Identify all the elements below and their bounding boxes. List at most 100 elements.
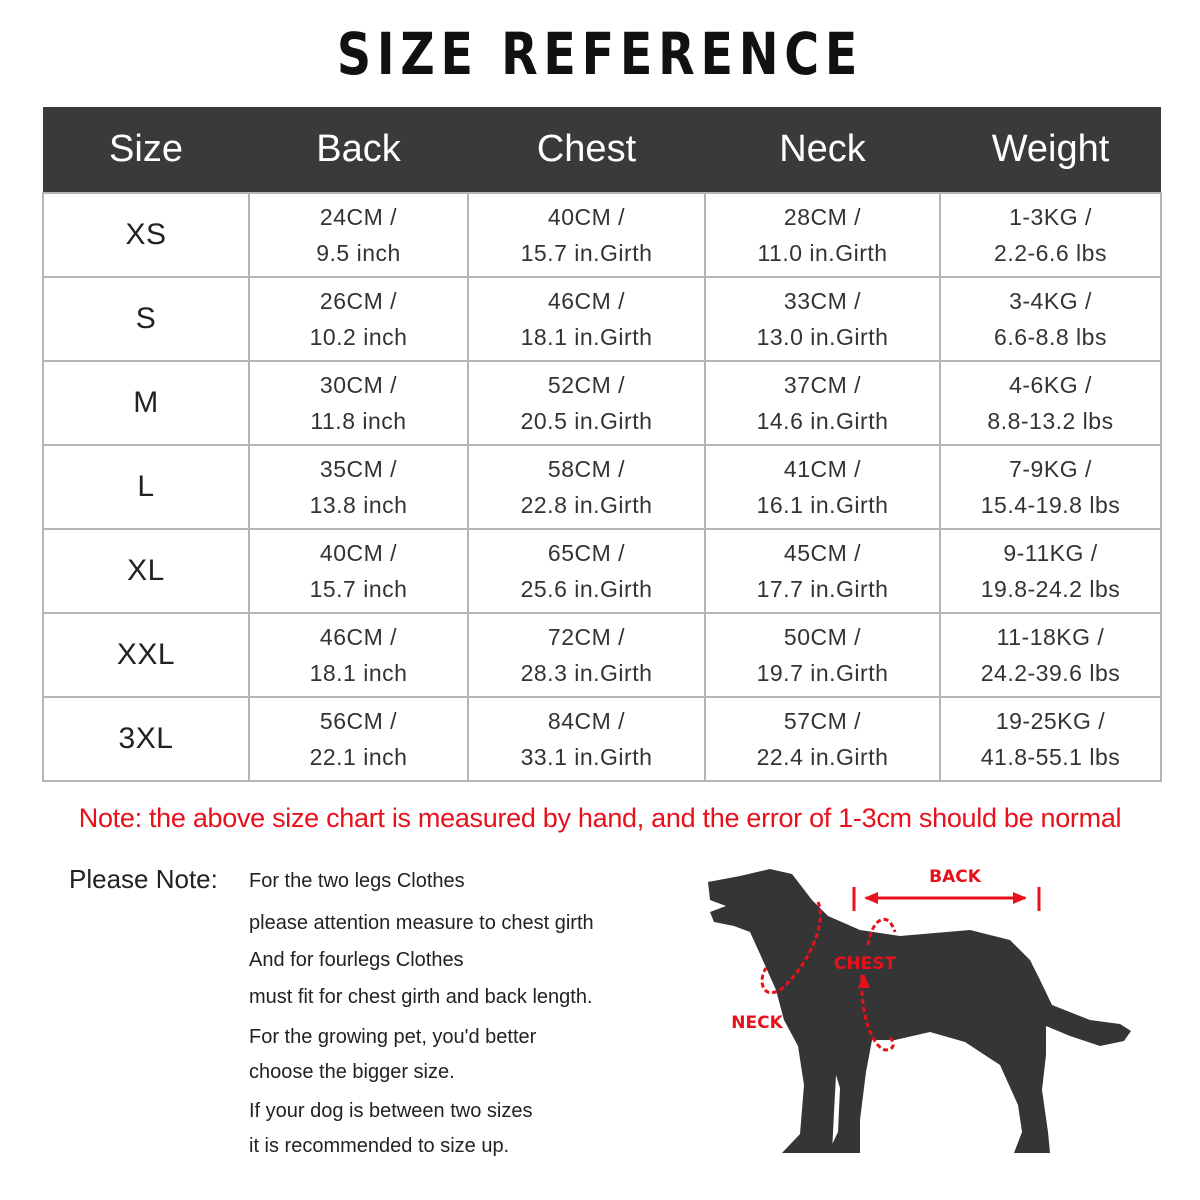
- weight-value-line: 19.8-24.2 lbs: [980, 576, 1121, 602]
- please-note-line: please attention measure to chest girth: [249, 912, 594, 934]
- neck-cell: 41CM / 16.1 in.Girth: [704, 444, 941, 530]
- please-note-line: it is recommended to size up.: [249, 1135, 510, 1157]
- dog-measurement-diagram: BACK CHEST NECK: [708, 867, 1131, 1153]
- weight-value-line: 7-9KG /: [1009, 456, 1092, 482]
- back-cell: 30CM / 11.8 inch: [248, 360, 469, 446]
- measurement-note: Note: the above size chart is measured b…: [78, 803, 1122, 833]
- chest-value-line: 15.7 in.Girth: [520, 240, 653, 266]
- size-table: Size Back Chest Neck Weight XS 24CM / 9.5 inch…: [42, 107, 1162, 782]
- please-note-label: Please Note:: [69, 864, 218, 894]
- chest-value-line: 65CM /: [547, 540, 626, 566]
- column-header-back: Back: [249, 107, 468, 193]
- weight-value-line: 3-4KG /: [1009, 288, 1092, 314]
- please-note-line: For the growing pet, you'd better: [249, 1026, 537, 1048]
- neck-value-line: 41CM /: [783, 456, 862, 482]
- chest-cell: 52CM / 20.5 in.Girth: [467, 360, 706, 446]
- please-note-line: If your dog is between two sizes: [249, 1100, 533, 1122]
- back-cell: 46CM / 18.1 inch: [248, 612, 469, 698]
- column-header-weight: Weight: [940, 107, 1161, 193]
- chest-value-line: 22.8 in.Girth: [520, 492, 653, 518]
- table-row: XXL 46CM / 18.1 inch 72CM / 28.3 in.Girth 50C…: [42, 612, 1162, 698]
- chest-value-line: 20.5 in.Girth: [520, 408, 653, 434]
- weight-cell: 4-6KG / 8.8-13.2 lbs: [939, 360, 1162, 446]
- neck-cell: 57CM / 22.4 in.Girth: [704, 696, 941, 782]
- table-header-row: Size Back Chest Neck Weight: [43, 107, 1161, 193]
- chest-value-line: 52CM /: [547, 372, 626, 398]
- dog-silhouette: [708, 869, 1131, 1153]
- neck-value-line: 57CM /: [783, 708, 862, 734]
- back-cell: 35CM / 13.8 inch: [248, 444, 469, 530]
- back-value-line: 46CM /: [319, 624, 398, 650]
- back-value-line: 30CM /: [319, 372, 398, 398]
- back-value-line: 18.1 inch: [309, 660, 408, 686]
- back-value-line: 35CM /: [319, 456, 398, 482]
- neck-value-line: 45CM /: [783, 540, 862, 566]
- weight-cell: 3-4KG / 6.6-8.8 lbs: [939, 276, 1162, 362]
- neck-cell: 33CM / 13.0 in.Girth: [704, 276, 941, 362]
- weight-value-line: 41.8-55.1 lbs: [980, 744, 1121, 770]
- table-row: XL 40CM / 15.7 inch 65CM / 25.6 in.Girth 45CM…: [42, 528, 1162, 614]
- size-cell: L: [42, 444, 250, 530]
- weight-cell: 19-25KG / 41.8-55.1 lbs: [939, 696, 1162, 782]
- back-value-line: 15.7 inch: [309, 576, 408, 602]
- weight-cell: 1-3KG / 2.2-6.6 lbs: [939, 192, 1162, 278]
- back-cell: 24CM / 9.5 inch: [248, 192, 469, 278]
- please-note-line: For the two legs Clothes: [249, 870, 465, 892]
- back-value-line: 40CM /: [319, 540, 398, 566]
- neck-value-line: 14.6 in.Girth: [756, 408, 889, 434]
- chest-value-line: 72CM /: [547, 624, 626, 650]
- chest-cell: 65CM / 25.6 in.Girth: [467, 528, 706, 614]
- neck-label: NECK: [731, 1013, 783, 1033]
- weight-value-line: 4-6KG /: [1009, 372, 1092, 398]
- back-value-line: 11.8 inch: [310, 408, 407, 434]
- neck-cell: 37CM / 14.6 in.Girth: [704, 360, 941, 446]
- weight-value-line: 6.6-8.8 lbs: [994, 324, 1107, 350]
- neck-value-line: 17.7 in.Girth: [756, 576, 889, 602]
- table-row: 3XL 56CM / 22.1 inch 84CM / 33.1 in.Girth 57C…: [42, 696, 1162, 782]
- table-row: S 26CM / 10.2 inch 46CM / 18.1 in.Girth 33CM …: [42, 276, 1162, 362]
- chest-cell: 40CM / 15.7 in.Girth: [467, 192, 706, 278]
- back-value-line: 10.2 inch: [309, 324, 408, 350]
- neck-value-line: 50CM /: [783, 624, 862, 650]
- back-value-line: 22.1 inch: [309, 744, 408, 770]
- weight-cell: 7-9KG / 15.4-19.8 lbs: [939, 444, 1162, 530]
- chest-cell: 46CM / 18.1 in.Girth: [467, 276, 706, 362]
- chest-value-line: 58CM /: [547, 456, 626, 482]
- weight-value-line: 1-3KG /: [1009, 204, 1092, 230]
- weight-cell: 11-18KG / 24.2-39.6 lbs: [939, 612, 1162, 698]
- weight-value-line: 2.2-6.6 lbs: [994, 240, 1107, 266]
- back-value-line: 26CM /: [319, 288, 398, 314]
- neck-value-line: 13.0 in.Girth: [756, 324, 889, 350]
- chest-label: CHEST: [834, 954, 897, 974]
- neck-cell: 28CM / 11.0 in.Girth: [704, 192, 941, 278]
- column-header-chest: Chest: [468, 107, 705, 193]
- size-cell: S: [42, 276, 250, 362]
- chest-cell: 58CM / 22.8 in.Girth: [467, 444, 706, 530]
- back-label: BACK: [929, 867, 982, 887]
- weight-value-line: 9-11KG /: [1003, 540, 1098, 566]
- chest-value-line: 25.6 in.Girth: [520, 576, 653, 602]
- neck-value-line: 33CM /: [783, 288, 862, 314]
- neck-value-line: 16.1 in.Girth: [756, 492, 889, 518]
- please-note-line: must fit for chest girth and back length…: [249, 986, 593, 1008]
- table-row: M 30CM / 11.8 inch 52CM / 20.5 in.Girth 37CM …: [42, 360, 1162, 446]
- neck-cell: 45CM / 17.7 in.Girth: [704, 528, 941, 614]
- column-header-neck: Neck: [705, 107, 940, 193]
- size-cell: XL: [42, 528, 250, 614]
- chest-value-line: 84CM /: [547, 708, 626, 734]
- please-note-line: choose the bigger size.: [249, 1061, 455, 1083]
- neck-value-line: 19.7 in.Girth: [756, 660, 889, 686]
- size-cell: XS: [42, 192, 250, 278]
- chest-cell: 84CM / 33.1 in.Girth: [467, 696, 706, 782]
- column-header-size: Size: [43, 107, 249, 193]
- chest-value-line: 18.1 in.Girth: [520, 324, 653, 350]
- neck-cell: 50CM / 19.7 in.Girth: [704, 612, 941, 698]
- size-cell: M: [42, 360, 250, 446]
- please-note-line: And for fourlegs Clothes: [249, 949, 464, 971]
- chest-value-line: 28.3 in.Girth: [520, 660, 653, 686]
- weight-value-line: 19-25KG /: [995, 708, 1106, 734]
- back-cell: 26CM / 10.2 inch: [248, 276, 469, 362]
- chest-value-line: 40CM /: [547, 204, 626, 230]
- size-cell: XXL: [42, 612, 250, 698]
- weight-value-line: 24.2-39.6 lbs: [980, 660, 1121, 686]
